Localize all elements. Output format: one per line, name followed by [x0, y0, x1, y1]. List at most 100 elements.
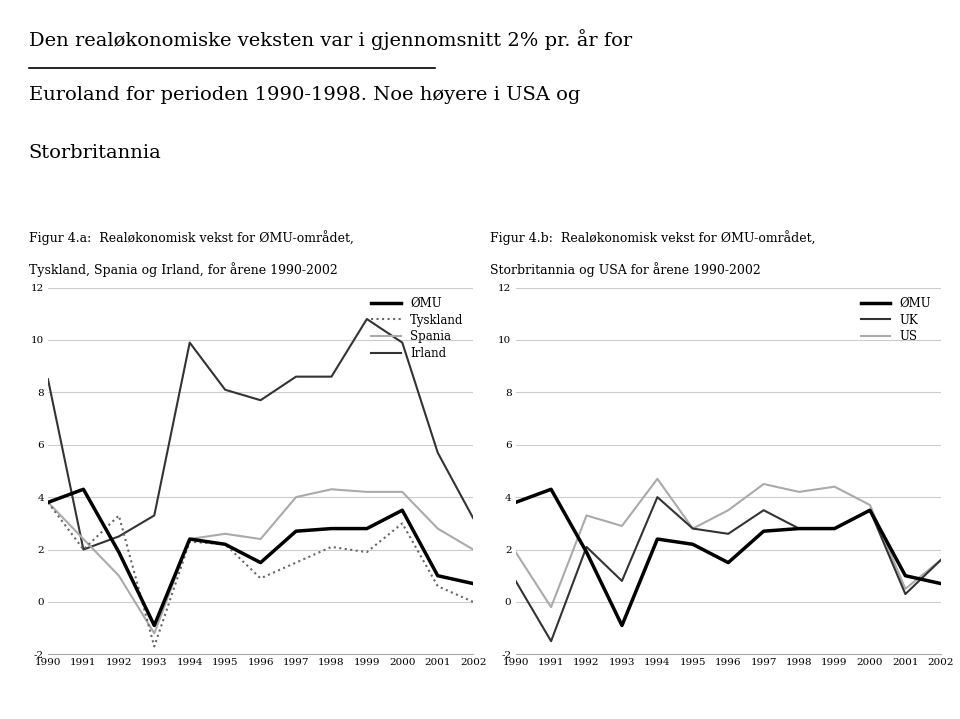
Tyskland [432, 582, 444, 590]
ØMU [616, 621, 628, 630]
Text: Den realøkonomiske veksten var i gjennomsnitt 2% pr. år for: Den realøkonomiske veksten var i gjennom… [29, 29, 632, 50]
US [757, 480, 769, 488]
Spania [361, 487, 372, 496]
Line: ØMU: ØMU [516, 490, 941, 626]
UK [652, 493, 663, 501]
US [545, 603, 557, 611]
Tyskland [361, 548, 372, 557]
US [687, 524, 699, 533]
Spania [78, 535, 89, 544]
ØMU [254, 559, 266, 567]
Tyskland [149, 642, 160, 651]
US [723, 506, 734, 515]
Tyskland [184, 537, 196, 546]
Irland [254, 396, 266, 405]
UK [687, 524, 699, 533]
Text: Figur 4.b:  Realøkonomisk vekst for ØMU-området,: Figur 4.b: Realøkonomisk vekst for ØMU-o… [490, 230, 815, 245]
ØMU [468, 580, 479, 588]
ØMU [113, 548, 125, 557]
UK [935, 556, 947, 564]
ØMU [361, 524, 372, 533]
Text: Tyskland, Spania og Irland, for årene 1990-2002: Tyskland, Spania og Irland, for årene 19… [29, 262, 338, 278]
ØMU [723, 559, 734, 567]
UK [545, 637, 557, 646]
Legend: ØMU, UK, US: ØMU, UK, US [857, 293, 935, 347]
Line: Spania: Spania [48, 490, 473, 633]
UK [900, 590, 911, 598]
ØMU [581, 548, 592, 557]
Legend: ØMU, Tyskland, Spania, Irland: ØMU, Tyskland, Spania, Irland [368, 293, 468, 363]
UK [510, 577, 521, 585]
Irland [290, 372, 301, 381]
ØMU [42, 498, 54, 507]
US [828, 482, 840, 491]
ØMU [396, 506, 408, 515]
UK [757, 506, 769, 515]
Spania [220, 529, 231, 538]
Spania [290, 493, 301, 501]
US [793, 487, 804, 496]
ØMU [149, 621, 160, 630]
ØMU [652, 535, 663, 544]
UK [793, 524, 804, 533]
Irland [361, 315, 372, 324]
Spania [113, 572, 125, 580]
US [616, 522, 628, 531]
UK [828, 524, 840, 533]
Line: Irland: Irland [48, 319, 473, 549]
Text: Figur 4.a:  Realøkonomisk vekst for ØMU-området,: Figur 4.a: Realøkonomisk vekst for ØMU-o… [29, 230, 353, 245]
Irland [396, 339, 408, 347]
UK [616, 577, 628, 585]
Tyskland [78, 545, 89, 554]
US [864, 500, 876, 509]
Text: Storbritannia og USA for årene 1990-2002: Storbritannia og USA for årene 1990-2002 [490, 262, 760, 278]
UK [723, 529, 734, 538]
Spania [325, 485, 337, 494]
Spania [468, 545, 479, 554]
ØMU [828, 524, 840, 533]
ØMU [290, 527, 301, 536]
Text: Storbritannia: Storbritannia [29, 144, 161, 162]
Irland [220, 385, 231, 394]
Spania [184, 535, 196, 544]
Line: US: US [516, 479, 941, 607]
ØMU [864, 506, 876, 515]
ØMU [793, 524, 804, 533]
ØMU [78, 485, 89, 494]
UK [581, 543, 592, 551]
US [581, 511, 592, 520]
ØMU [325, 524, 337, 533]
Tyskland [113, 511, 125, 520]
Spania [396, 487, 408, 496]
US [935, 556, 947, 564]
Text: Euroland for perioden 1990-1998. Noe høyere i USA og: Euroland for perioden 1990-1998. Noe høy… [29, 86, 580, 104]
ØMU [545, 485, 557, 494]
Irland [149, 511, 160, 520]
Tyskland [468, 597, 479, 606]
Spania [254, 535, 266, 544]
US [900, 585, 911, 593]
US [510, 548, 521, 557]
Tyskland [254, 574, 266, 582]
Tyskland [42, 498, 54, 507]
Irland [468, 514, 479, 523]
ØMU [757, 527, 769, 536]
Irland [42, 375, 54, 384]
Spania [432, 524, 444, 533]
Tyskland [325, 543, 337, 551]
Tyskland [396, 519, 408, 528]
Line: ØMU: ØMU [48, 490, 473, 626]
ØMU [510, 498, 521, 507]
Irland [184, 339, 196, 347]
Irland [113, 532, 125, 541]
US [652, 475, 663, 483]
UK [864, 506, 876, 515]
Spania [42, 498, 54, 507]
Irland [432, 449, 444, 457]
Irland [78, 545, 89, 554]
Line: UK: UK [516, 497, 941, 641]
ØMU [900, 572, 911, 580]
Spania [149, 629, 160, 638]
ØMU [220, 540, 231, 549]
ØMU [184, 535, 196, 544]
